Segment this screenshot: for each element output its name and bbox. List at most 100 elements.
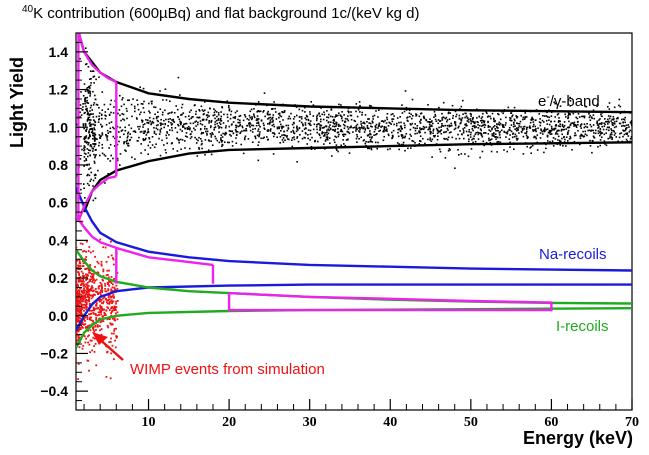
egamma-event-point [335, 125, 337, 127]
egamma-event-point [494, 128, 496, 130]
egamma-event-point [207, 111, 210, 114]
wimp-event-point [78, 346, 81, 348]
egamma-event-point [590, 116, 593, 118]
egamma-event-point [87, 116, 90, 119]
egamma-event-point [590, 125, 593, 128]
egamma-event-point [186, 128, 189, 130]
wimp-event-point [76, 318, 79, 321]
egamma-event-point [493, 132, 495, 134]
y-tick-label: 1.4 [49, 44, 69, 60]
egamma-event-point [605, 120, 607, 123]
y-tick-label: 0.6 [49, 195, 69, 211]
wimp-event-point [96, 271, 99, 274]
egamma-event-point [92, 104, 95, 106]
egamma-event-point [86, 148, 89, 150]
wimp-event-point [80, 310, 82, 313]
egamma-event-point [586, 126, 589, 128]
egamma-event-point [131, 115, 133, 118]
wimp-event-point [94, 343, 97, 345]
egamma-event-point [557, 135, 560, 138]
wimp-event-point [85, 299, 88, 301]
egamma-event-point [580, 133, 583, 136]
egamma-event-point [569, 135, 571, 138]
egamma-event-point [619, 105, 622, 108]
egamma-event-point [181, 113, 183, 116]
egamma-event-point [210, 153, 213, 156]
egamma-event-point [371, 120, 374, 123]
egamma-event-point [93, 75, 96, 78]
egamma-event-point [151, 120, 154, 123]
egamma-event-point [124, 126, 126, 129]
egamma-event-point [278, 126, 280, 128]
egamma-event-point [523, 118, 526, 120]
egamma-event-point [412, 140, 415, 143]
egamma-event-point [613, 118, 615, 120]
wimp-event-point [81, 275, 84, 277]
egamma-event-point [610, 136, 613, 138]
wimp-event-point [76, 300, 78, 303]
egamma-event-point [184, 116, 187, 118]
egamma-event-point [378, 130, 380, 132]
wimp-event-point [115, 327, 117, 330]
egamma-event-point [95, 103, 98, 106]
egamma-event-point [390, 113, 393, 116]
egamma-event-point [314, 139, 316, 142]
egamma-event-point [184, 147, 186, 149]
egamma-event-point [90, 82, 92, 84]
egamma-event-point [309, 113, 311, 115]
egamma-event-point [323, 131, 325, 134]
egamma-event-point [121, 129, 124, 131]
egamma-event-point [136, 140, 139, 142]
egamma-event-point [323, 143, 325, 145]
egamma-event-point [567, 117, 569, 120]
egamma-event-point [436, 138, 439, 141]
egamma-event-point [278, 112, 281, 115]
egamma-event-point [592, 109, 595, 112]
egamma-event-point [518, 122, 521, 125]
wimp-event-point [80, 270, 83, 273]
egamma-event-point [309, 120, 312, 122]
egamma-event-point [330, 109, 333, 111]
egamma-event-point [257, 118, 260, 120]
egamma-event-point [292, 118, 295, 120]
egamma-event-point [617, 140, 619, 142]
wimp-event-point [88, 270, 91, 272]
egamma-event-point [564, 113, 566, 116]
egamma-event-point [98, 107, 100, 109]
egamma-event-point [429, 121, 431, 123]
egamma-event-point [433, 116, 435, 118]
egamma-event-point [244, 137, 246, 139]
egamma-event-point [511, 115, 513, 118]
egamma-event-point [501, 123, 504, 126]
egamma-event-point [620, 132, 623, 134]
egamma-event-point [559, 120, 561, 123]
egamma-event-point [82, 124, 85, 127]
egamma-event-point [593, 117, 595, 120]
egamma-event-point [531, 116, 533, 119]
egamma-event-point [448, 125, 451, 128]
egamma-event-point [334, 128, 337, 131]
egamma-event-point [516, 122, 518, 124]
egamma-event-point [464, 153, 466, 155]
egamma-event-point [179, 120, 181, 123]
egamma-event-point [525, 132, 528, 135]
wimp-event-point [82, 262, 85, 265]
egamma-event-point [371, 136, 373, 138]
egamma-event-point [452, 115, 454, 117]
egamma-event-point [267, 129, 269, 131]
egamma-event-point [408, 137, 411, 140]
wimp-event-point [100, 283, 103, 286]
wimp-event-point [80, 289, 83, 292]
wimp-event-point [115, 309, 117, 311]
wimp-event-point [92, 273, 95, 276]
egamma-event-point [272, 116, 274, 119]
egamma-event-point [593, 137, 596, 139]
egamma-event-point [339, 130, 342, 132]
egamma-event-point [150, 122, 153, 124]
egamma-event-point [177, 124, 180, 127]
wimp-event-point [80, 293, 82, 296]
egamma-event-point [90, 144, 92, 146]
egamma-event-point [494, 120, 496, 123]
egamma-event-point [370, 137, 373, 139]
egamma-event-point [499, 122, 502, 125]
